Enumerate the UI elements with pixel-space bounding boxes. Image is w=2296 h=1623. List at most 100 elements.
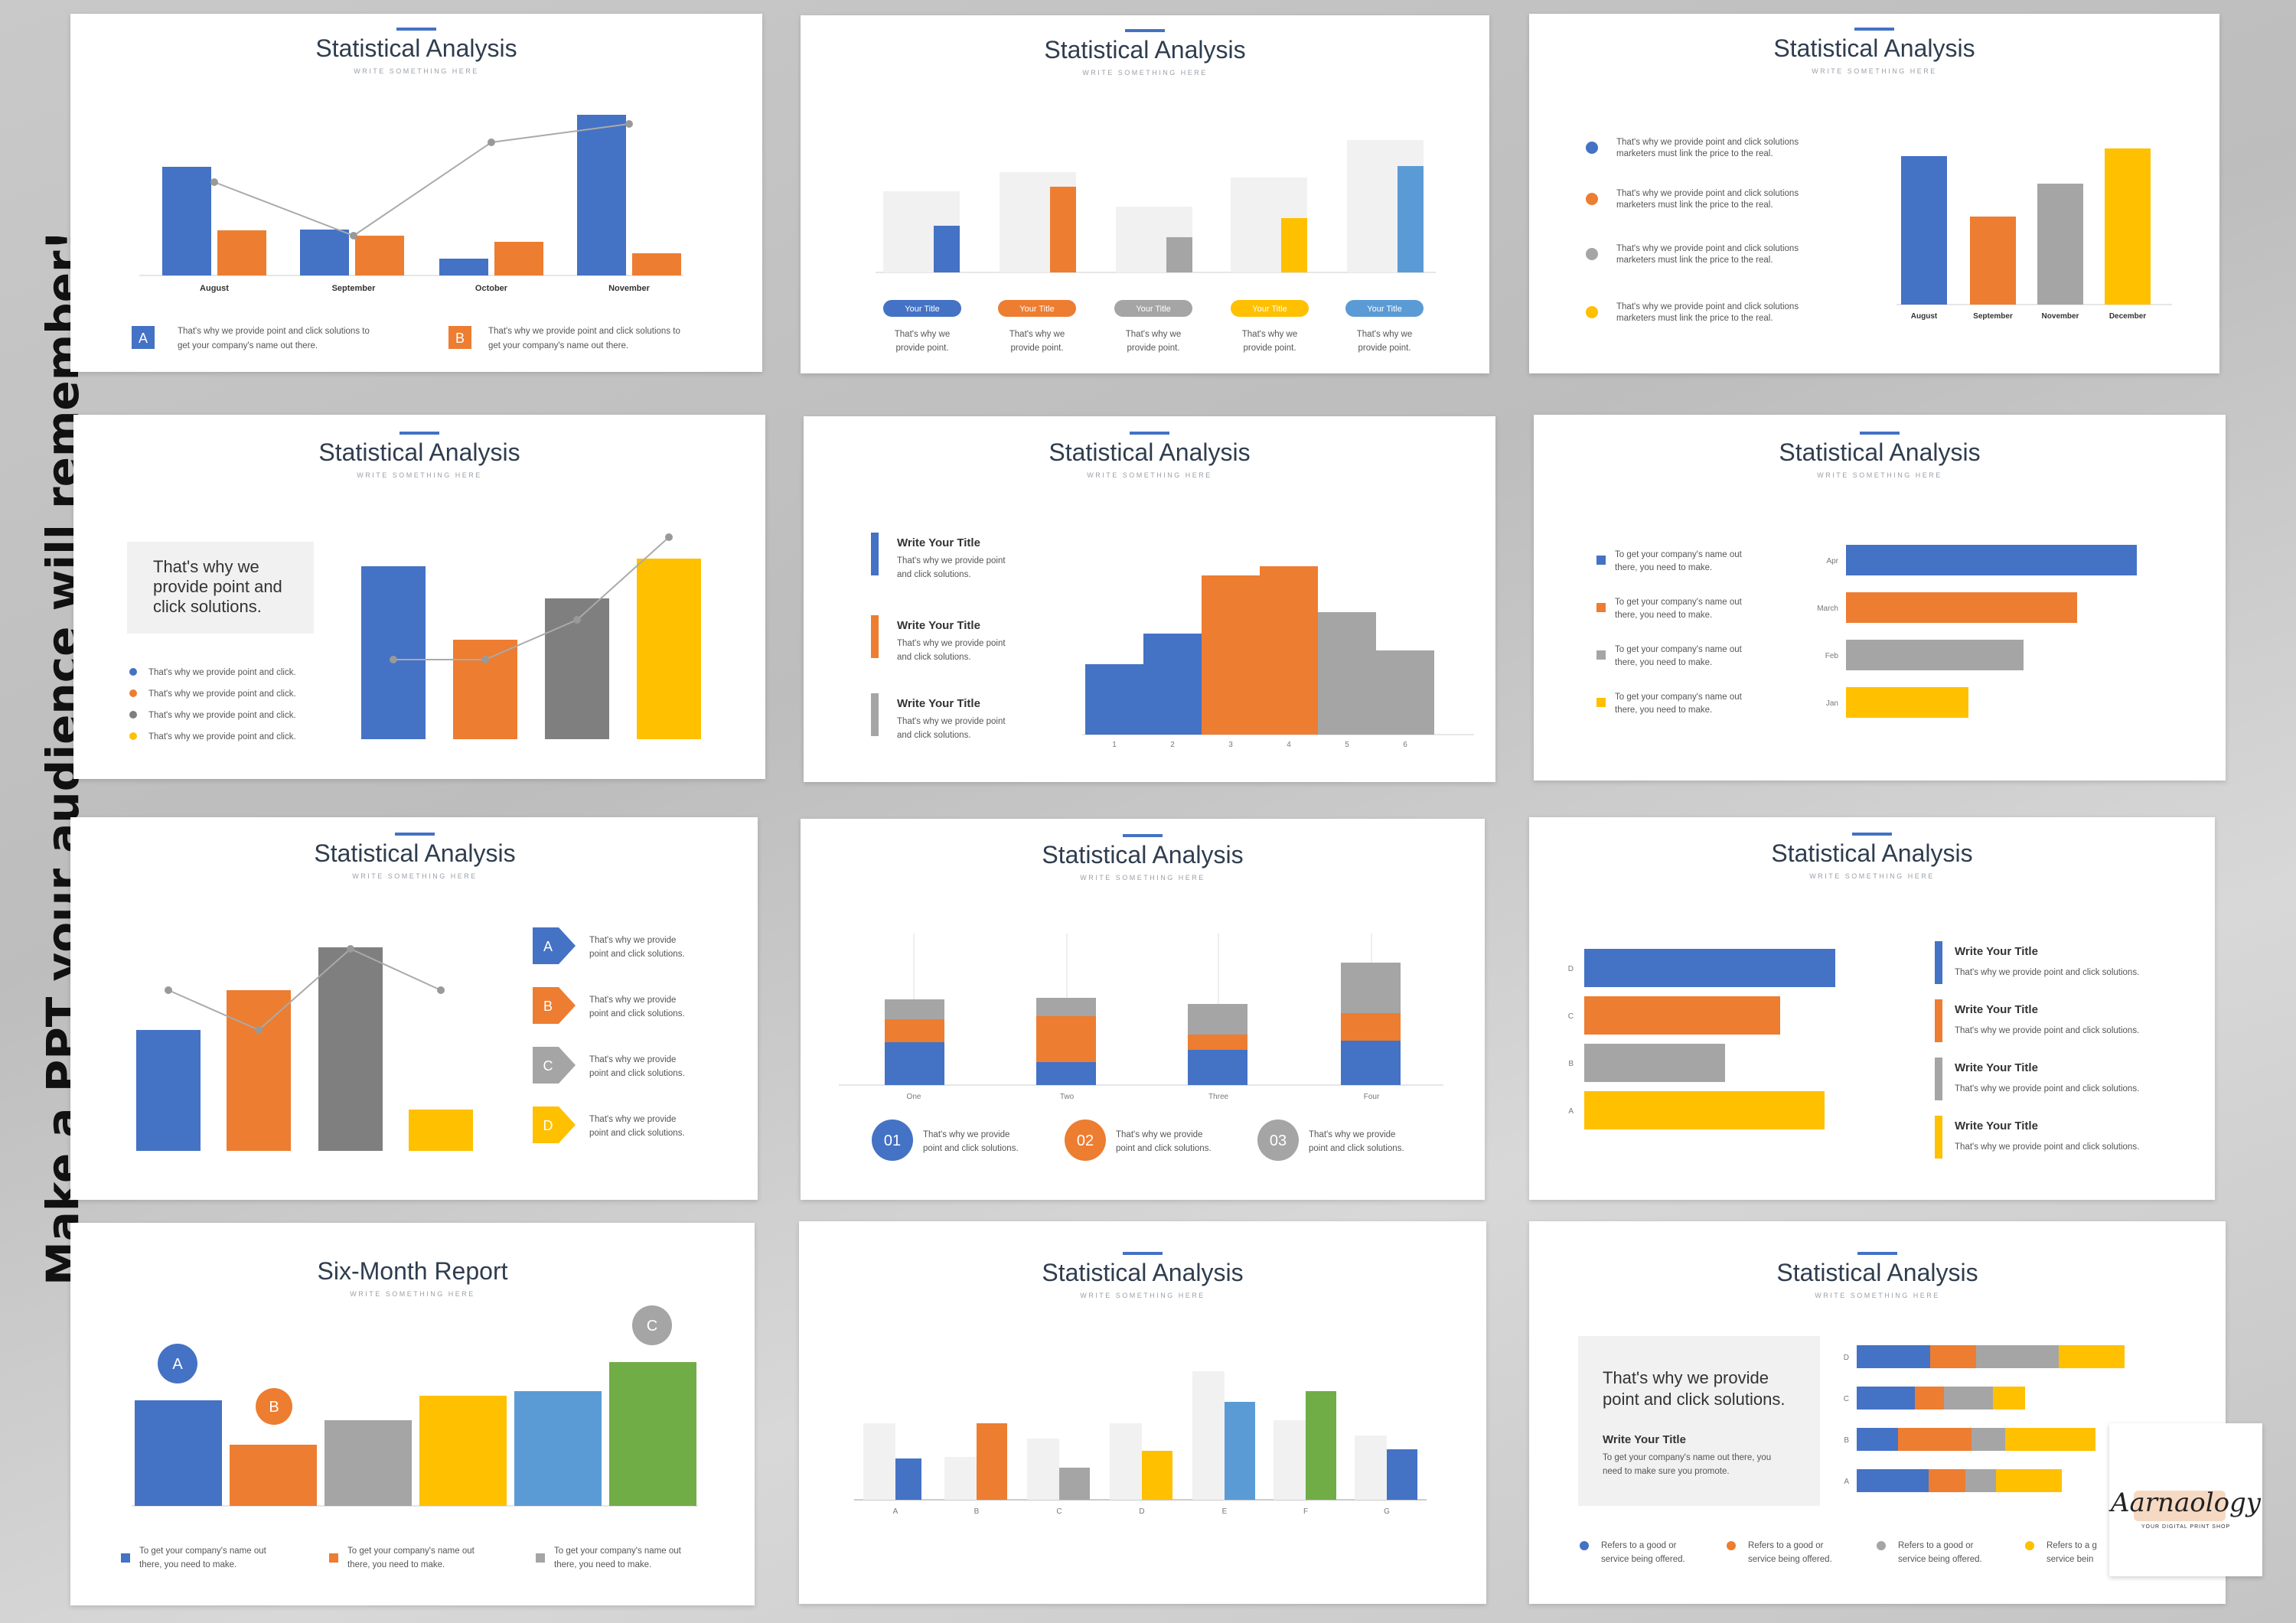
x-label: Three: [1208, 1093, 1229, 1101]
bar: [1584, 996, 1780, 1035]
y-label: D: [1844, 1354, 1849, 1362]
slide-subtitle: WRITE SOMETHING HERE: [350, 1290, 475, 1298]
label-b: B: [455, 331, 465, 346]
bar: [1584, 1091, 1825, 1129]
slide-title: Statistical Analysis: [1771, 839, 1972, 867]
bar: [1846, 545, 2137, 575]
slide-title: Statistical Analysis: [1776, 1259, 1978, 1286]
legend-text: That's why we provide point and click.: [148, 689, 296, 699]
bar: [136, 1030, 201, 1151]
item-desc: That's why we provide point and click so…: [1955, 1142, 2139, 1152]
bar: [1376, 650, 1434, 735]
item-title: Write Your Title: [1955, 1119, 2038, 1133]
bar: [318, 947, 383, 1151]
slide-3[interactable]: Statistical Analysis WRITE SOMETHING HER…: [1529, 14, 2219, 373]
arrow-letter: D: [543, 1118, 553, 1133]
legend-text: To get your company's name out: [347, 1546, 475, 1556]
bar: [1318, 612, 1376, 735]
bar: [514, 1391, 602, 1506]
desc: provide point.: [895, 344, 948, 353]
x-label: D: [1139, 1507, 1144, 1516]
bar: [577, 115, 626, 275]
bar: [135, 1400, 222, 1506]
y-label: C: [1844, 1395, 1849, 1403]
arrow-text: That's why we provide: [589, 1115, 676, 1124]
slide-subtitle: WRITE SOMETHING HERE: [354, 67, 479, 75]
bar: [1584, 949, 1835, 987]
arrow-text: point and click solutions.: [589, 1129, 685, 1138]
slide-subtitle: WRITE SOMETHING HERE: [1815, 1292, 1940, 1299]
y-label: Feb: [1825, 652, 1839, 660]
bar-chart: August September October November: [139, 115, 683, 293]
bar: [1970, 217, 2016, 305]
bar: [355, 236, 404, 275]
item-desc: To get your company's name out there, yo…: [1603, 1453, 1771, 1462]
y-label: March: [1817, 605, 1838, 613]
legend-text: service being offered.: [1748, 1555, 1832, 1564]
bar: [1846, 592, 2077, 623]
step-text: That's why we provide: [1116, 1130, 1202, 1139]
bar: [637, 559, 701, 739]
slide-1[interactable]: Statistical Analysis WRITE SOMETHING HER…: [70, 14, 762, 372]
bar: [162, 167, 211, 275]
legend-list: That's why we provide point and click so…: [1586, 138, 1799, 323]
arrow-letter: B: [543, 999, 553, 1014]
x-label: One: [907, 1093, 921, 1101]
slide-2[interactable]: Statistical Analysis WRITE SOMETHING HER…: [801, 15, 1489, 373]
bar: [439, 259, 488, 275]
legend-text: service being offered.: [1898, 1555, 1982, 1564]
brand-logo: Aarnaology YOUR DIGITAL PRINT SHOP: [2109, 1423, 2262, 1576]
item-desc: That's why we provide point: [897, 556, 1006, 565]
slide-title: Six-Month Report: [318, 1257, 508, 1285]
bar: [227, 990, 291, 1151]
slide-subtitle: WRITE SOMETHING HERE: [1082, 69, 1208, 77]
arrow-letter: A: [543, 939, 553, 954]
x-label: 3: [1228, 741, 1233, 749]
legend-text: That's why we provide point and click so…: [178, 327, 370, 336]
bar: [419, 1396, 507, 1506]
legend-text: there, you need to make.: [347, 1560, 445, 1569]
vertical-headline: Make a PPT your audience will remember!: [0, 0, 89, 1623]
legend-text: That's why we provide point and click so…: [1616, 302, 1799, 311]
legend-text: there, you need to make.: [1615, 706, 1712, 715]
bar-chart: [883, 140, 1424, 272]
slide-subtitle: WRITE SOMETHING HERE: [1817, 471, 1942, 479]
pill-label: Your Title: [1252, 305, 1287, 314]
slide-4[interactable]: Statistical Analysis WRITE SOMETHING HER…: [73, 415, 765, 779]
legend-text: To get your company's name out: [139, 1546, 267, 1556]
bar: [409, 1110, 473, 1151]
x-label: 6: [1403, 741, 1407, 749]
slide-10[interactable]: Six-Month Report WRITE SOMETHING HERE A …: [70, 1223, 755, 1605]
legend-text: service being offered.: [1601, 1555, 1685, 1564]
bar: [1143, 634, 1202, 735]
bar: [2105, 148, 2151, 305]
step-text: point and click solutions.: [1116, 1144, 1212, 1153]
legend-text: there, you need to make.: [139, 1560, 236, 1569]
bar: [230, 1445, 317, 1506]
slide-11[interactable]: Statistical Analysis WRITE SOMETHING HER…: [799, 1221, 1486, 1604]
slide-subtitle: WRITE SOMETHING HERE: [1080, 1292, 1205, 1299]
x-label: 1: [1112, 741, 1117, 749]
legend-text: there, you need to make.: [554, 1560, 651, 1569]
slide-5[interactable]: Statistical Analysis WRITE SOMETHING HER…: [804, 416, 1495, 782]
slide-9[interactable]: Statistical Analysis WRITE SOMETHING HER…: [1529, 817, 2215, 1200]
bar: [1846, 687, 1968, 718]
x-label: November: [2042, 312, 2079, 321]
legend-text: Refers to a g: [2047, 1541, 2097, 1550]
y-label: Jan: [1826, 699, 1838, 708]
slide-subtitle: WRITE SOMETHING HERE: [1812, 67, 1937, 75]
marker-c: C: [647, 1318, 657, 1335]
slide-7[interactable]: Statistical Analysis WRITE SOMETHING HER…: [70, 817, 758, 1200]
arrow-text: That's why we provide: [589, 1055, 676, 1064]
bar: [1901, 156, 1947, 305]
item-title: Write Your Title: [1955, 1003, 2038, 1016]
slide-6[interactable]: Statistical Analysis WRITE SOMETHING HER…: [1534, 415, 2226, 781]
slide-8[interactable]: Statistical Analysis WRITE SOMETHING HER…: [801, 819, 1485, 1200]
bar: [609, 1362, 696, 1506]
x-label: September: [1973, 312, 2013, 321]
arrow-text: That's why we provide: [589, 996, 676, 1005]
bar: [494, 242, 543, 275]
step-number: 03: [1270, 1133, 1287, 1149]
bar: [632, 253, 681, 275]
desc: That's why we: [1009, 330, 1065, 339]
